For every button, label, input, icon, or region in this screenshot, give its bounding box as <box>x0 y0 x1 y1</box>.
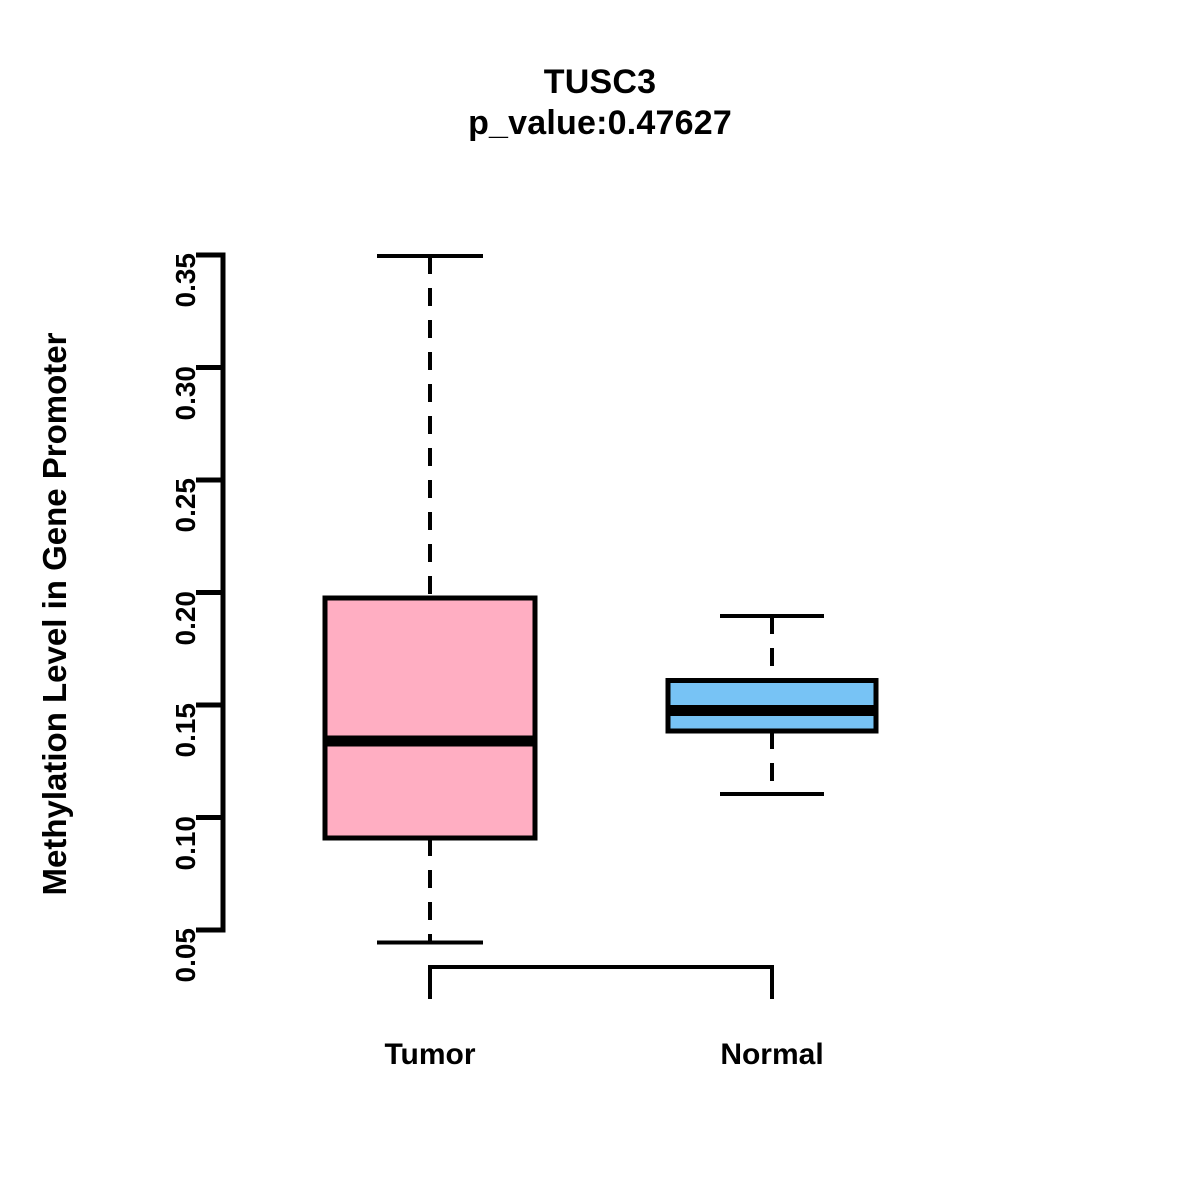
x-tick-label-normal: Normal <box>720 1038 824 1071</box>
x-tick-label-tumor: Tumor <box>384 1038 476 1071</box>
page-title: TUSC3 <box>543 63 657 101</box>
chart-title-block: TUSC3 p_value:0.47627 <box>0 62 1200 145</box>
chart-subtitle-pvalue: p_value:0.47627 <box>468 104 732 143</box>
x-axis <box>428 965 774 999</box>
box-normal <box>665 614 879 796</box>
box-series <box>322 254 879 945</box>
y-axis <box>196 252 226 933</box>
y-tick-label: 0.35 <box>170 253 201 308</box>
box-body <box>322 595 538 841</box>
box-tumor <box>322 254 538 945</box>
x-axis-bracket <box>428 965 774 999</box>
